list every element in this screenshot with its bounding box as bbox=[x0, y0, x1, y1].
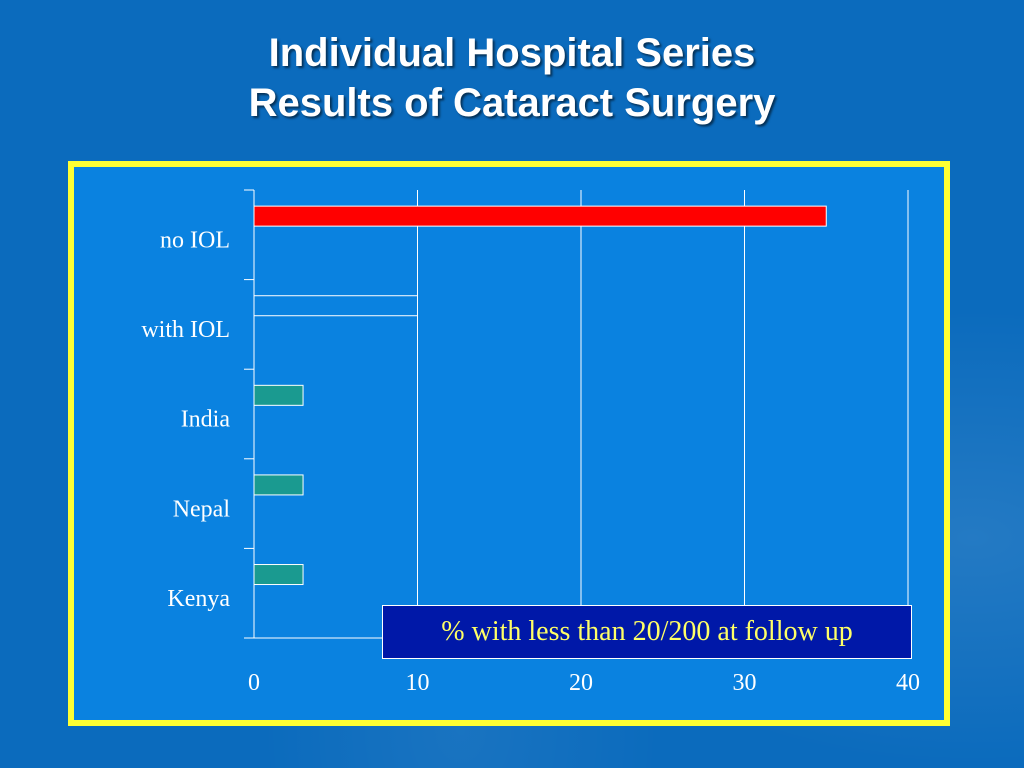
x-tick-label: 10 bbox=[406, 670, 430, 696]
category-label: no IOL bbox=[160, 227, 230, 253]
category-label: Nepal bbox=[173, 496, 231, 522]
slide-title: Individual Hospital Series Results of Ca… bbox=[0, 28, 1024, 128]
chart-legend-box: % with less than 20/200 at follow up bbox=[382, 605, 912, 659]
bar-india bbox=[253, 384, 304, 406]
x-tick-label: 30 bbox=[733, 670, 757, 696]
category-label: India bbox=[181, 407, 231, 433]
bar-kenya bbox=[253, 564, 304, 586]
legend-text: % with less than 20/200 at follow up bbox=[441, 616, 853, 647]
title-line-2: Results of Cataract Surgery bbox=[248, 81, 776, 125]
bar-nepal bbox=[253, 474, 304, 496]
category-label: with IOL bbox=[141, 317, 230, 343]
category-label: Kenya bbox=[167, 586, 230, 612]
x-tick-label: 20 bbox=[569, 670, 593, 696]
title-line-1: Individual Hospital Series bbox=[268, 31, 756, 75]
bar-with-iol bbox=[253, 295, 418, 317]
bar-no-iol bbox=[253, 205, 827, 227]
x-tick-label: 0 bbox=[248, 670, 260, 696]
x-tick-label: 40 bbox=[896, 670, 920, 696]
